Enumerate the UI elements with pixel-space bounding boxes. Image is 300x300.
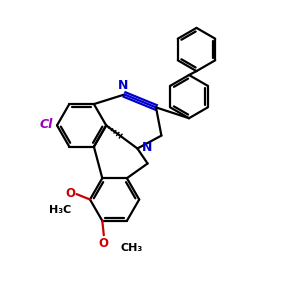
Text: H₃C: H₃C (49, 205, 71, 214)
Text: O: O (65, 187, 75, 200)
Text: N: N (142, 141, 152, 154)
Text: Cl: Cl (40, 118, 53, 131)
Text: O: O (99, 237, 109, 250)
Text: N: N (118, 79, 128, 92)
Text: CH₃: CH₃ (120, 243, 142, 253)
